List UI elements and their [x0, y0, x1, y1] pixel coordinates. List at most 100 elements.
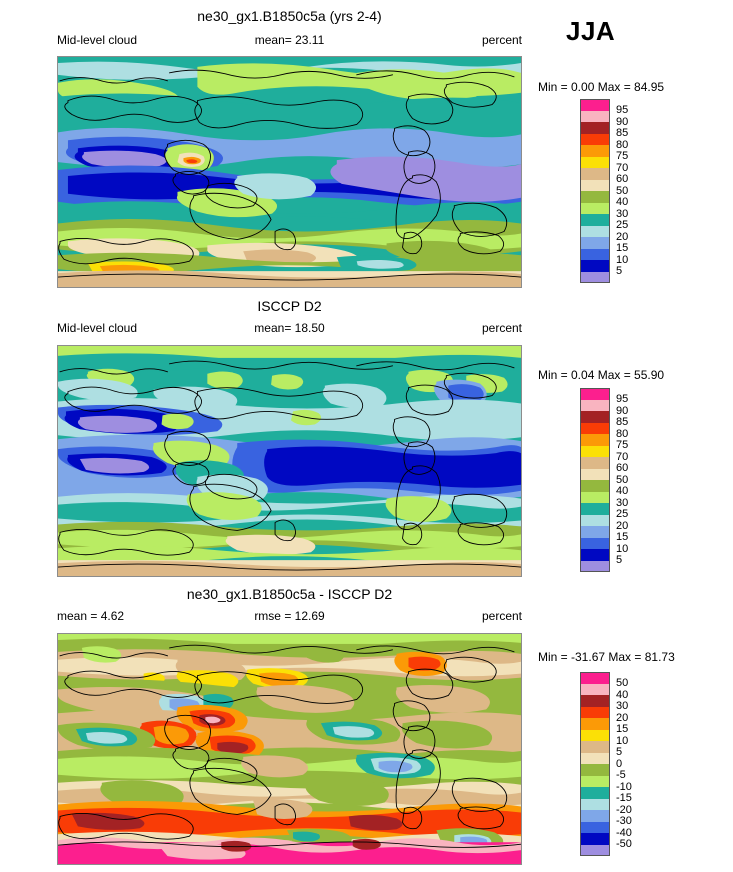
colorbar-difference[interactable] — [580, 672, 610, 856]
colorbar-tick-label: 15 — [616, 531, 629, 543]
colorbar-swatch — [580, 133, 610, 145]
colorbar-tick-label: 0 — [616, 757, 623, 770]
colorbar-swatch — [580, 237, 610, 249]
colorbar-tick-label: -20 — [616, 803, 632, 816]
colorbar-swatch — [580, 445, 610, 457]
colorbar-swatch — [580, 202, 610, 214]
colorbar-model[interactable] — [580, 99, 610, 283]
colorbar-swatch — [580, 810, 610, 822]
colorbar-swatch — [580, 156, 610, 168]
colorbar-swatch — [580, 271, 610, 283]
colorbar-swatch — [580, 775, 610, 787]
map-canvas-obs — [58, 346, 521, 576]
colorbar-tick-label: 75 — [616, 150, 629, 162]
colorbar-swatch — [580, 179, 610, 191]
colorbar-swatch — [580, 833, 610, 845]
map-canvas-difference — [58, 634, 521, 864]
colorbar-swatch — [580, 787, 610, 799]
colorbar-tick-label: 5 — [616, 746, 623, 758]
minmax-difference: Min = -31.67 Max = 81.73 — [538, 650, 675, 664]
colorbar-swatch — [580, 672, 610, 684]
colorbar-tick-label: 90 — [616, 404, 629, 417]
colorbar-tick-label: 85 — [616, 416, 629, 428]
map-model[interactable] — [57, 56, 522, 288]
units-label: percent — [481, 321, 522, 335]
colorbar-swatch — [580, 683, 610, 695]
colorbar-tick-label: -40 — [616, 826, 632, 839]
mean-label: mean = 4.62 — [57, 609, 125, 623]
colorbar-tick-label: 15 — [616, 723, 629, 735]
colorbar-tick-label: 95 — [616, 393, 629, 405]
mean-label: mean= 23.11 — [254, 33, 325, 47]
colorbar-swatch — [580, 503, 610, 515]
variable-label: Mid-level cloud — [57, 321, 138, 335]
colorbar-swatch — [580, 99, 610, 111]
colorbar-swatch — [580, 399, 610, 411]
colorbar-tick-label: 30 — [616, 207, 629, 220]
colorbar-swatch — [580, 752, 610, 764]
colorbar-swatch — [580, 388, 610, 400]
colorbar-swatch — [580, 457, 610, 469]
colorbar-swatch — [580, 821, 610, 833]
colorbar-swatch — [580, 798, 610, 810]
units-label: percent — [481, 609, 522, 623]
colorbar-swatch — [580, 260, 610, 272]
rmse-label: rmse = 12.69 — [254, 609, 325, 623]
colorbar-tick-label: 40 — [616, 485, 629, 497]
colorbar-tick-label: 25 — [616, 219, 629, 231]
colorbar-swatch — [580, 248, 610, 260]
colorbar-tick-label: 80 — [616, 427, 629, 440]
colorbar-swatch — [580, 537, 610, 549]
colorbar-ticks-model: 95 90 85 80 75 70 60 50 40 30 25 20 15 10 5 — [616, 104, 629, 278]
colorbar-tick-label: 10 — [616, 734, 629, 747]
colorbar-ticks-difference: 50 40 30 20 15 10 5 0 -5 -10 -15 -20 -30 -40 -50 — [616, 677, 632, 851]
colorbar-swatch — [580, 549, 610, 561]
colorbar-tick-label: 95 — [616, 104, 629, 116]
season-label: JJA — [566, 16, 616, 46]
colorbar-swatch — [580, 145, 610, 157]
colorbar-swatch — [580, 695, 610, 707]
colorbar-tick-label: 20 — [616, 519, 629, 532]
colorbar-tick-label: 15 — [616, 242, 629, 254]
map-canvas-model — [58, 57, 521, 287]
colorbar-tick-label: 75 — [616, 439, 629, 451]
colorbar-swatch — [580, 718, 610, 730]
colorbar-swatch — [580, 560, 610, 572]
panel-header: mean = 4.62 rmse = 12.69 percent — [57, 608, 522, 624]
colorbar-ticks-obs: 95 90 85 80 75 70 60 50 40 30 25 20 15 10 5 — [616, 393, 629, 567]
colorbar-tick-label: 40 — [616, 688, 629, 701]
colorbar-tick-label: 70 — [616, 450, 629, 463]
colorbar-tick-label: 20 — [616, 711, 629, 724]
panel-title: ne30_gx1.B1850c5a (yrs 2-4) — [197, 8, 382, 24]
colorbar-swatch — [580, 514, 610, 526]
colorbar-swatch — [580, 411, 610, 423]
colorbar-tick-label: 60 — [616, 462, 629, 474]
panel-title: ne30_gx1.B1850c5a - ISCCP D2 — [186, 586, 393, 602]
colorbar-tick-label: 50 — [616, 677, 629, 689]
colorbar-swatch — [580, 110, 610, 122]
colorbar-swatch — [580, 741, 610, 753]
colorbar-swatch — [580, 191, 610, 203]
map-difference[interactable] — [57, 633, 522, 865]
colorbar-tick-label: -10 — [616, 780, 632, 793]
colorbar-tick-label: 25 — [616, 508, 629, 520]
colorbar-swatch — [580, 168, 610, 180]
variable-label: Mid-level cloud — [57, 33, 138, 47]
colorbar-tick-label: 10 — [616, 253, 629, 266]
colorbar-tick-label: 10 — [616, 542, 629, 555]
map-obs[interactable] — [57, 345, 522, 577]
colorbar-tick-label: 70 — [616, 161, 629, 174]
colorbar-tick-label: -50 — [616, 838, 632, 850]
colorbar-obs[interactable] — [580, 388, 610, 572]
colorbar-swatch — [580, 434, 610, 446]
colorbar-tick-label: 90 — [616, 115, 629, 128]
colorbar-swatch — [580, 480, 610, 492]
colorbar-swatch — [580, 526, 610, 538]
colorbar-swatch — [580, 122, 610, 134]
colorbar-tick-label: -30 — [616, 815, 632, 827]
colorbar-swatch — [580, 214, 610, 226]
colorbar-swatch — [580, 422, 610, 434]
panel-title: ISCCP D2 — [257, 298, 322, 314]
colorbar-tick-label: 30 — [616, 496, 629, 509]
colorbar-swatch — [580, 844, 610, 856]
